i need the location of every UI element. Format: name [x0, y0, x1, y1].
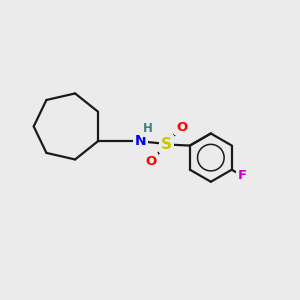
- Text: O: O: [146, 155, 157, 168]
- Text: N: N: [135, 134, 146, 148]
- Text: H: H: [143, 122, 153, 135]
- Text: S: S: [161, 136, 172, 152]
- Text: O: O: [176, 121, 187, 134]
- Text: F: F: [238, 169, 247, 182]
